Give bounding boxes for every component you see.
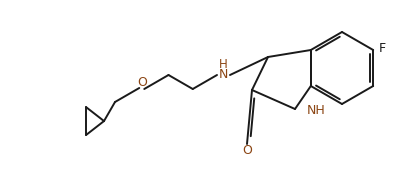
Text: NH: NH xyxy=(307,105,326,117)
Text: O: O xyxy=(242,144,252,157)
Text: H: H xyxy=(219,58,227,72)
Text: N: N xyxy=(218,68,228,81)
Text: O: O xyxy=(138,77,147,89)
Text: F: F xyxy=(379,42,386,54)
